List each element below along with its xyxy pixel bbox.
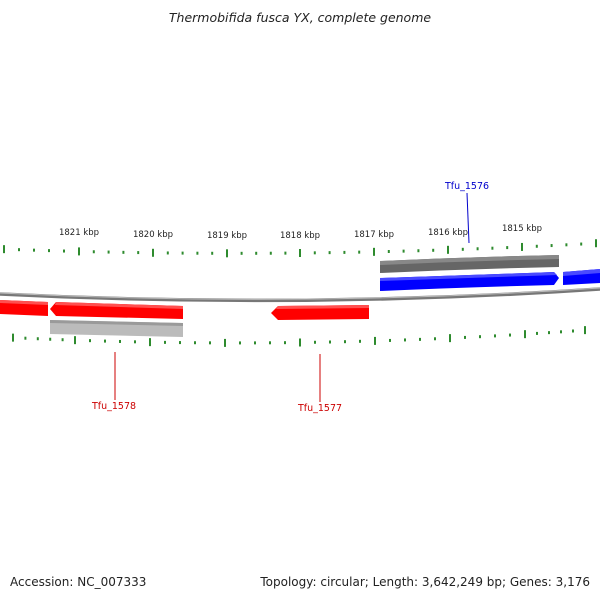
map-title: Thermobifida fusca YX, complete genome [168, 10, 432, 25]
scale-label-1817: 1817 kbp [354, 230, 394, 240]
genome-summary-text: Topology: circular; Length: 3,642,249 bp… [260, 575, 590, 589]
scale-label-1820: 1820 kbp [133, 230, 173, 240]
accession-text: Accession: NC_007333 [10, 575, 147, 589]
genome-backbone [0, 287, 600, 303]
scale-label-1819: 1819 kbp [207, 231, 247, 241]
gene-label-tfu-1577[interactable]: Tfu_1577 [297, 403, 342, 414]
scale-labels: 1821 kbp 1820 kbp 1819 kbp 1818 kbp 1817… [59, 224, 542, 241]
gene-arrow-reverse-left[interactable] [0, 300, 48, 316]
gene-arrow-tfu-1577[interactable] [271, 305, 369, 320]
gene-label-tfu-1576[interactable]: Tfu_1576 [444, 181, 489, 192]
gene-arrow-forward-right[interactable] [563, 269, 600, 285]
scale-label-1818: 1818 kbp [280, 231, 320, 241]
scale-ruler-lower [12, 326, 586, 347]
scale-label-1815: 1815 kbp [502, 224, 542, 234]
scale-label-1816: 1816 kbp [428, 228, 468, 238]
feature-reverse-grey[interactable] [50, 320, 183, 337]
feature-forward-grey[interactable] [380, 255, 559, 273]
scale-ruler-upper [3, 239, 597, 258]
leader-line-tfu-1576 [466, 192, 470, 244]
gene-arrow-tfu-1578[interactable] [50, 302, 183, 319]
gene-arrow-tfu-1576[interactable] [380, 272, 559, 291]
scale-label-1821: 1821 kbp [59, 228, 99, 238]
gene-label-tfu-1578[interactable]: Tfu_1578 [91, 401, 136, 412]
